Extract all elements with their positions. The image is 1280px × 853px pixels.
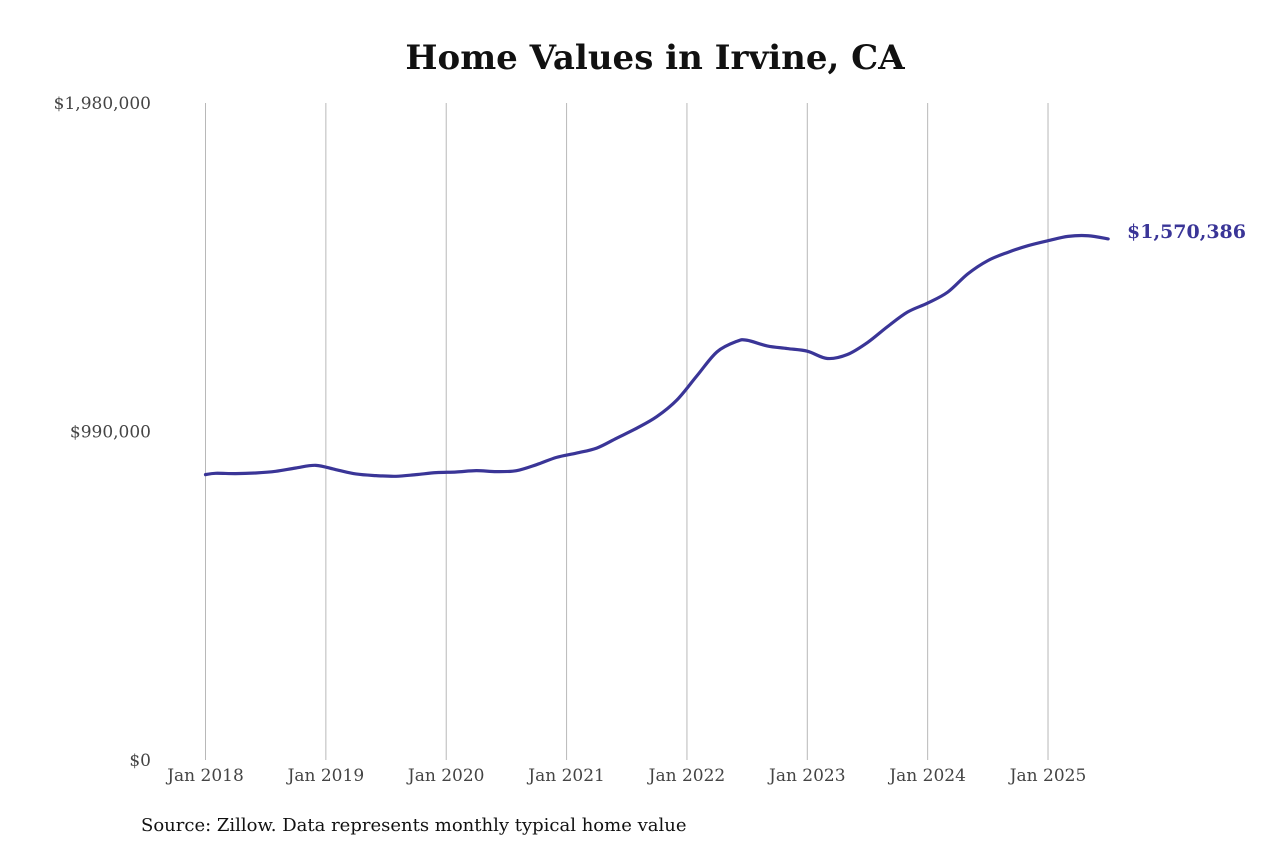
y-tick-label-2: $1,980,000 [54, 94, 151, 114]
gridlines [205, 103, 1049, 760]
x-tick-label-7: Jan 2025 [1008, 766, 1087, 786]
chart-title: Home Values in Irvine, CA [405, 38, 905, 78]
plot-area: $1,570,386 [203, 221, 1246, 478]
y-axis: $0 $990,000 $1,980,000 [54, 94, 151, 771]
x-tick-label-3: Jan 2021 [526, 766, 605, 786]
x-tick-label-0: Jan 2018 [165, 766, 244, 786]
y-tick-label-0: $0 [129, 751, 151, 771]
x-tick-label-6: Jan 2024 [887, 766, 966, 786]
x-tick-label-4: Jan 2022 [647, 766, 726, 786]
x-tick-label-2: Jan 2020 [406, 766, 485, 786]
series-line-0 [203, 233, 1110, 478]
x-axis: Jan 2018 Jan 2019 Jan 2020 Jan 2021 Jan 2022… [165, 766, 1086, 786]
source-note: Source: Zillow. Data represents monthly … [141, 815, 687, 836]
y-tick-label-1: $990,000 [70, 423, 151, 443]
end-value-label: $1,570,386 [1127, 221, 1246, 243]
x-tick-label-1: Jan 2019 [286, 766, 365, 786]
x-tick-label-5: Jan 2023 [767, 766, 846, 786]
